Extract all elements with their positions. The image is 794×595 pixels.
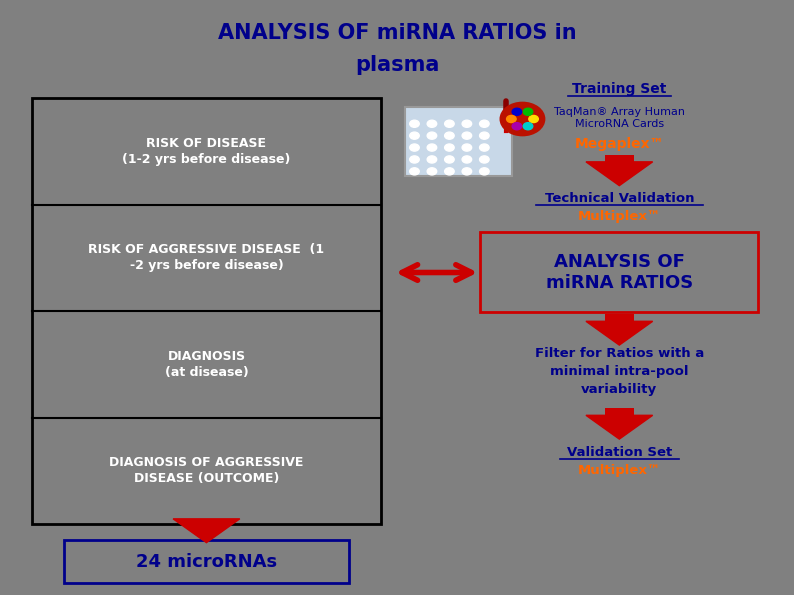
- Text: Multiplex™: Multiplex™: [578, 464, 661, 477]
- Circle shape: [462, 144, 472, 151]
- Circle shape: [480, 168, 489, 175]
- Circle shape: [462, 168, 472, 175]
- Text: 24 microRNAs: 24 microRNAs: [136, 553, 277, 571]
- FancyBboxPatch shape: [605, 155, 634, 162]
- Circle shape: [529, 115, 538, 123]
- Text: Filter for Ratios with a
minimal intra-pool
variability: Filter for Ratios with a minimal intra-p…: [534, 347, 704, 396]
- Circle shape: [462, 120, 472, 127]
- FancyBboxPatch shape: [32, 98, 381, 524]
- Circle shape: [427, 120, 437, 127]
- Circle shape: [500, 102, 545, 136]
- FancyBboxPatch shape: [605, 408, 634, 415]
- Circle shape: [427, 132, 437, 139]
- Text: DIAGNOSIS OF AGGRESSIVE
DISEASE (OUTCOME): DIAGNOSIS OF AGGRESSIVE DISEASE (OUTCOME…: [110, 456, 303, 485]
- Text: RISK OF AGGRESSIVE DISEASE  (1
-2 yrs before disease): RISK OF AGGRESSIVE DISEASE (1 -2 yrs bef…: [88, 243, 325, 272]
- Circle shape: [480, 132, 489, 139]
- Circle shape: [410, 144, 419, 151]
- Circle shape: [480, 156, 489, 163]
- Circle shape: [480, 144, 489, 151]
- Circle shape: [410, 120, 419, 127]
- Circle shape: [410, 168, 419, 175]
- FancyBboxPatch shape: [64, 540, 349, 583]
- Text: RISK OF DISEASE
(1-2 yrs before disease): RISK OF DISEASE (1-2 yrs before disease): [122, 137, 291, 165]
- Text: Technical Validation: Technical Validation: [545, 192, 694, 205]
- Polygon shape: [586, 162, 653, 186]
- Circle shape: [480, 120, 489, 127]
- Circle shape: [462, 156, 472, 163]
- Circle shape: [523, 123, 533, 130]
- Text: ANALYSIS OF
miRNA RATIOS: ANALYSIS OF miRNA RATIOS: [545, 253, 693, 292]
- Circle shape: [410, 156, 419, 163]
- Text: Validation Set: Validation Set: [567, 446, 672, 459]
- Polygon shape: [173, 519, 240, 543]
- Circle shape: [427, 156, 437, 163]
- Text: Megaplex™: Megaplex™: [575, 137, 664, 151]
- Text: Training Set: Training Set: [572, 82, 666, 96]
- Circle shape: [462, 132, 472, 139]
- Circle shape: [445, 168, 454, 175]
- Circle shape: [512, 123, 522, 130]
- Circle shape: [427, 168, 437, 175]
- Circle shape: [523, 108, 533, 115]
- Text: DIAGNOSIS
(at disease): DIAGNOSIS (at disease): [164, 350, 249, 378]
- Text: plasma: plasma: [355, 55, 439, 76]
- Circle shape: [410, 132, 419, 139]
- Circle shape: [512, 108, 522, 115]
- FancyBboxPatch shape: [480, 232, 758, 312]
- Circle shape: [445, 132, 454, 139]
- Text: ANALYSIS OF miRNA RATIOS in: ANALYSIS OF miRNA RATIOS in: [218, 23, 576, 43]
- Circle shape: [445, 144, 454, 151]
- FancyBboxPatch shape: [605, 314, 634, 321]
- Circle shape: [427, 144, 437, 151]
- Polygon shape: [586, 321, 653, 345]
- Text: Multiplex™: Multiplex™: [578, 210, 661, 223]
- FancyBboxPatch shape: [405, 107, 512, 176]
- Circle shape: [507, 115, 516, 123]
- Circle shape: [445, 120, 454, 127]
- Polygon shape: [586, 415, 653, 439]
- FancyBboxPatch shape: [192, 519, 221, 527]
- Circle shape: [445, 156, 454, 163]
- Text: TaqMan® Array Human
MicroRNA Cards: TaqMan® Array Human MicroRNA Cards: [554, 107, 684, 129]
